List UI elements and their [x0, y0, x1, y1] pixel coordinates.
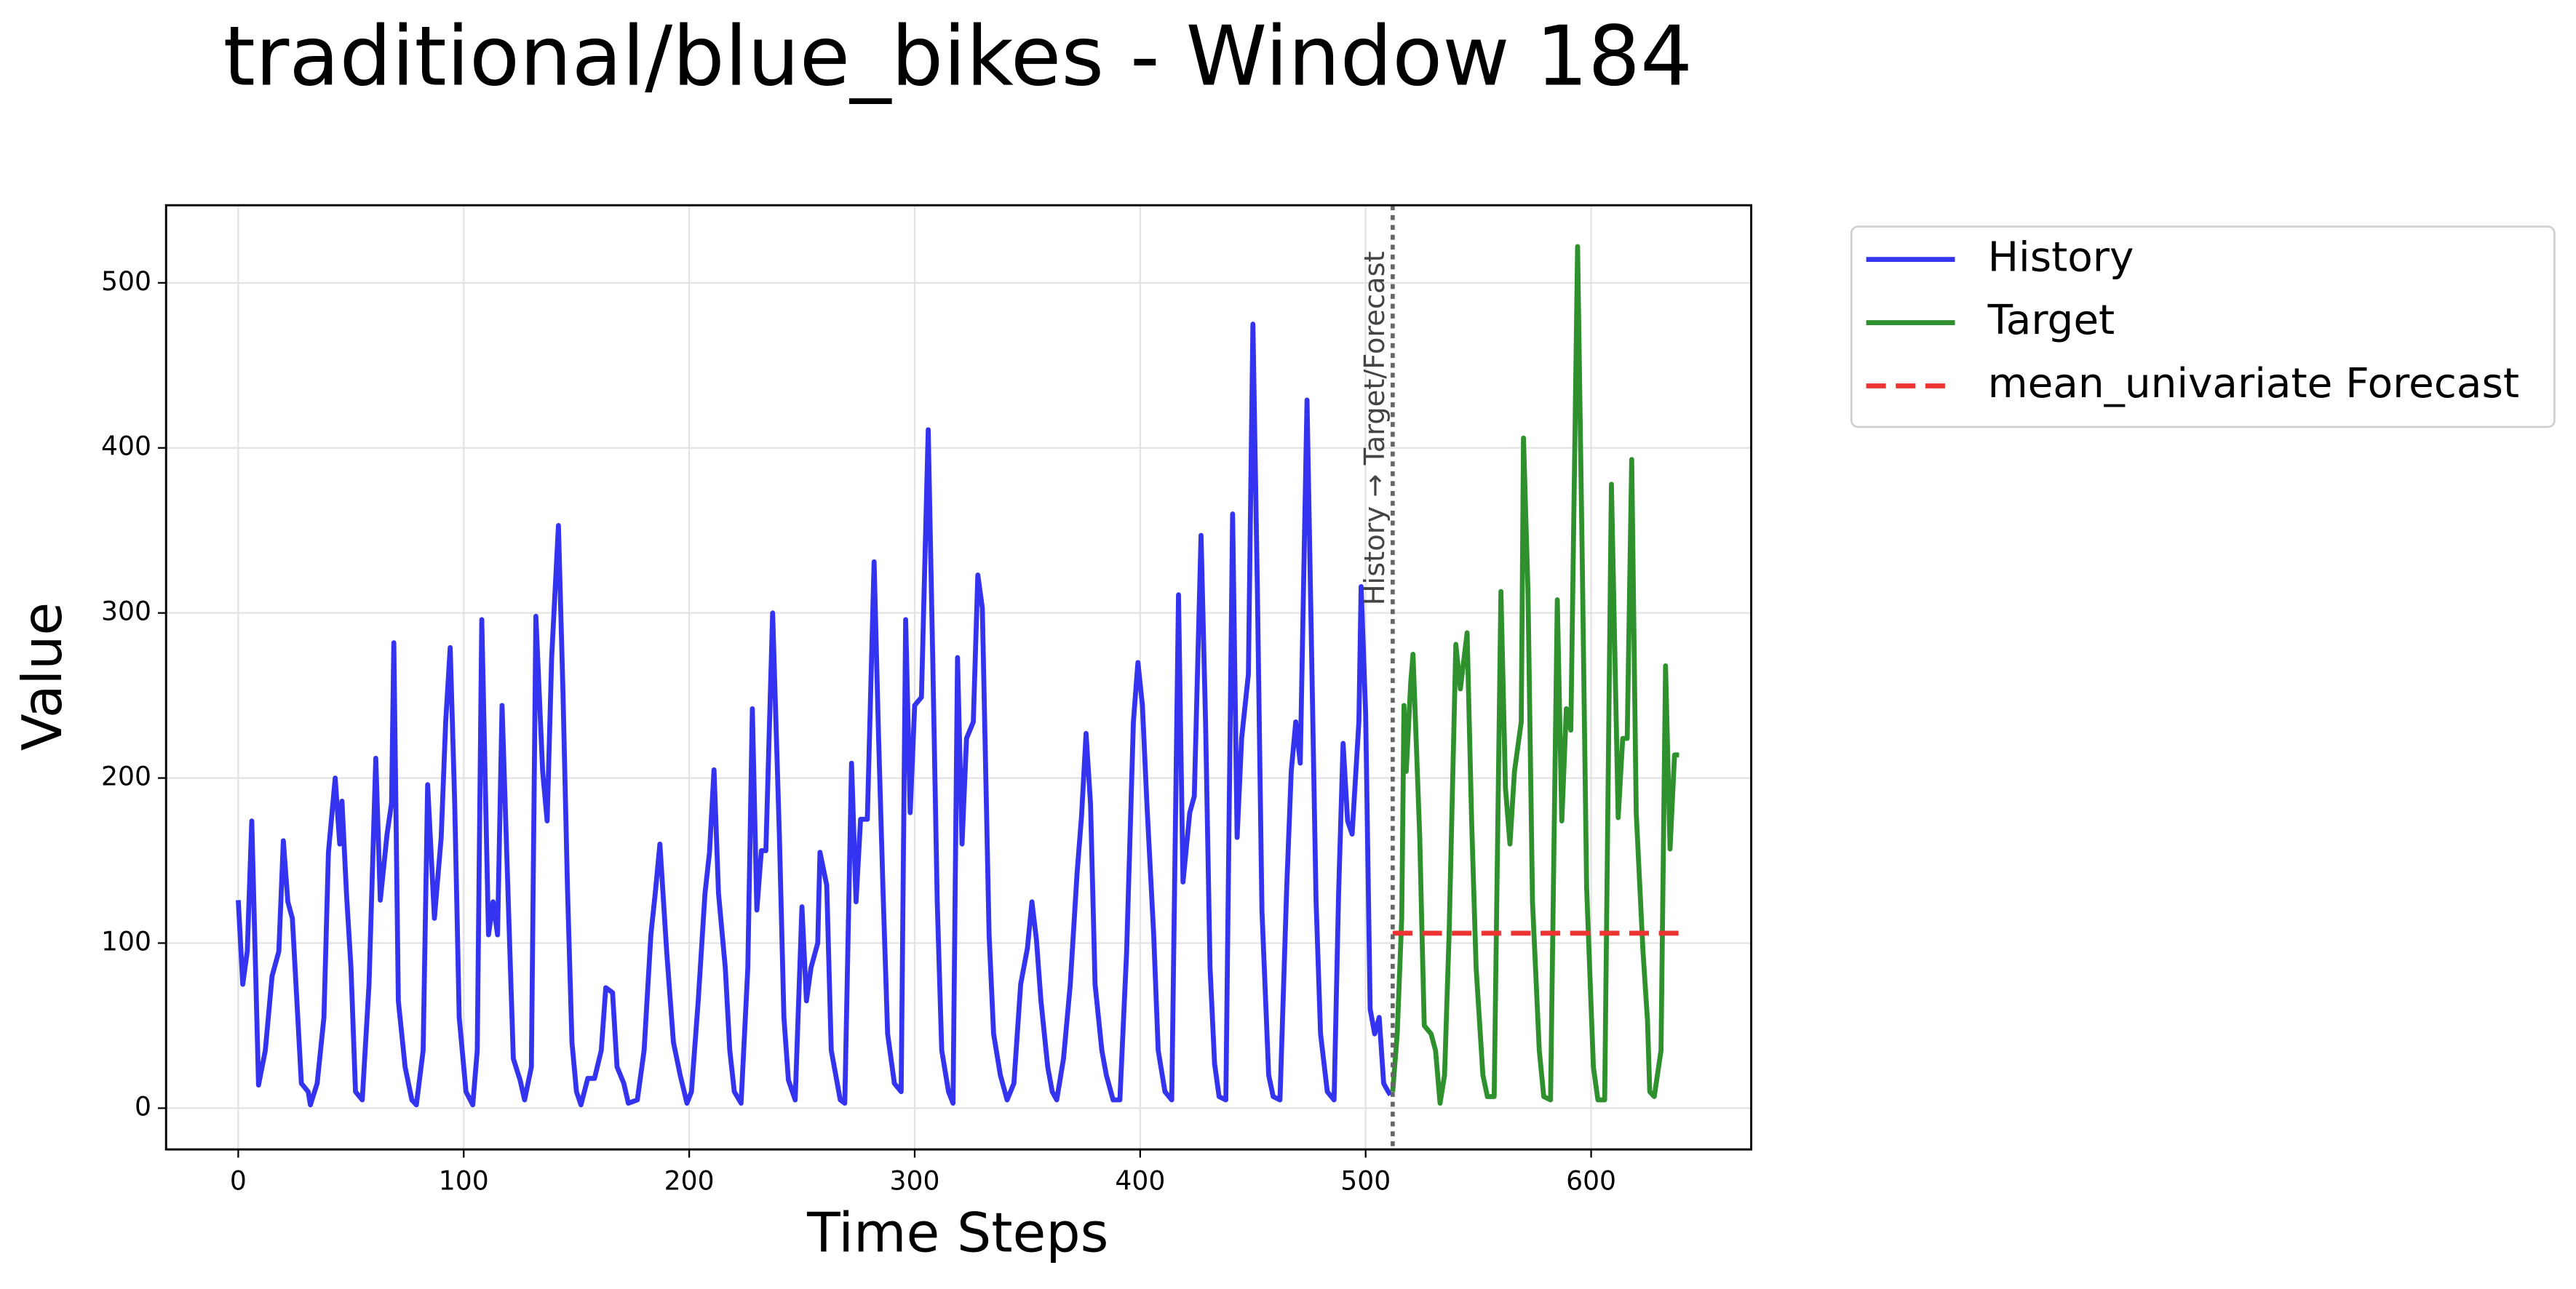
split-annotation: History → Target/Forecast — [1359, 251, 1391, 605]
x-tick-label: 600 — [1566, 1165, 1616, 1196]
y-tick-label: 300 — [101, 596, 151, 627]
legend-label: History — [1988, 234, 2134, 281]
y-tick-label: 400 — [101, 431, 151, 462]
y-axis-label: Value — [11, 602, 74, 751]
x-tick-label: 400 — [1115, 1165, 1165, 1196]
plot-area: History → Target/Forecast — [236, 205, 1679, 1150]
chart-title: traditional/blue_bikes - Window 184 — [223, 9, 1693, 105]
x-tick-label: 500 — [1340, 1165, 1391, 1196]
legend: History Target mean_univariate Forecast — [1850, 226, 2556, 428]
x-axis-label: Time Steps — [806, 1201, 1108, 1264]
series-line — [236, 322, 1393, 1108]
y-tick-label: 100 — [101, 925, 151, 957]
x-tick-label: 100 — [439, 1165, 489, 1196]
legend-box — [1850, 226, 2556, 428]
x-tick-label: 300 — [890, 1165, 940, 1196]
legend-label: Target — [1987, 297, 2115, 344]
y-tick-label: 0 — [135, 1090, 151, 1122]
y-tick-label: 500 — [101, 266, 151, 297]
x-tick-label: 200 — [664, 1165, 715, 1196]
series-line — [1390, 244, 1679, 1106]
x-tick-label: 0 — [230, 1165, 247, 1196]
axes-frame — [164, 204, 1753, 1151]
legend-label: mean_univariate Forecast — [1988, 360, 2519, 407]
y-tick-label: 200 — [101, 761, 151, 792]
